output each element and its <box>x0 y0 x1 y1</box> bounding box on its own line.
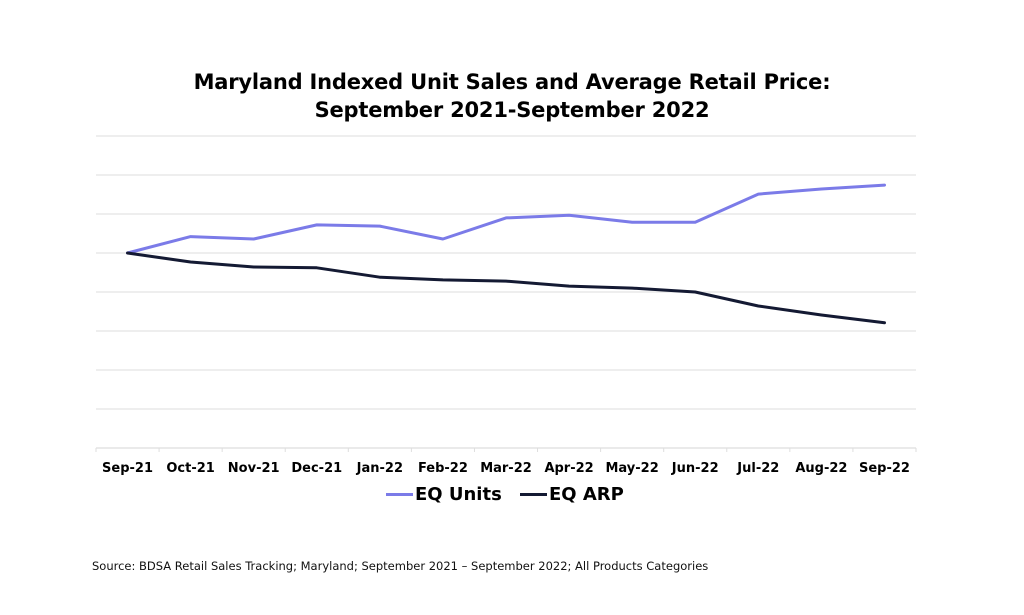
legend-label-eq-units: EQ Units <box>415 484 502 505</box>
x-tick-label: Aug-22 <box>795 461 847 476</box>
x-tick-label: Apr-22 <box>544 461 593 476</box>
legend-item-eq-units[interactable]: EQ Units <box>386 484 502 505</box>
x-tick-labels: Sep-21 Oct-21 Nov-21 Dec-21 Jan-22 Feb-22 Mar-… <box>102 461 910 476</box>
x-tick-label: Oct-21 <box>166 461 214 476</box>
x-tick-label: Dec-21 <box>291 461 342 476</box>
x-tick-label: Jan-22 <box>356 461 403 476</box>
x-tick-label: Sep-21 <box>102 461 153 476</box>
legend-swatch-eq-arp <box>520 493 547 496</box>
chart-title-block: Maryland Indexed Unit Sales and Average … <box>0 68 1024 124</box>
source-note: Source: BDSA Retail Sales Tracking; Mary… <box>92 559 709 573</box>
legend-swatch-eq-units <box>386 493 413 496</box>
x-tick-label: Mar-22 <box>480 461 532 476</box>
x-tick-label: Nov-21 <box>228 461 280 476</box>
x-tick-label: Jun-22 <box>671 461 719 476</box>
x-tick-label: Feb-22 <box>418 461 468 476</box>
series-line-eq-units <box>126 183 886 255</box>
x-axis <box>95 447 917 452</box>
gridlines <box>96 135 916 410</box>
x-tick-label: Sep-22 <box>859 461 910 476</box>
chart-title: Maryland Indexed Unit Sales and Average … <box>193 70 831 94</box>
legend-item-eq-arp[interactable]: EQ ARP <box>520 484 624 505</box>
series-lines <box>126 183 886 325</box>
x-tick-label: Jul-22 <box>736 461 779 476</box>
chart-subtitle: September 2021-September 2022 <box>314 98 710 122</box>
series-line-eq-arp <box>126 251 886 325</box>
legend-label-eq-arp: EQ ARP <box>549 484 624 505</box>
legend: EQ Units EQ ARP <box>0 484 1024 512</box>
x-tick-label: May-22 <box>606 461 659 476</box>
